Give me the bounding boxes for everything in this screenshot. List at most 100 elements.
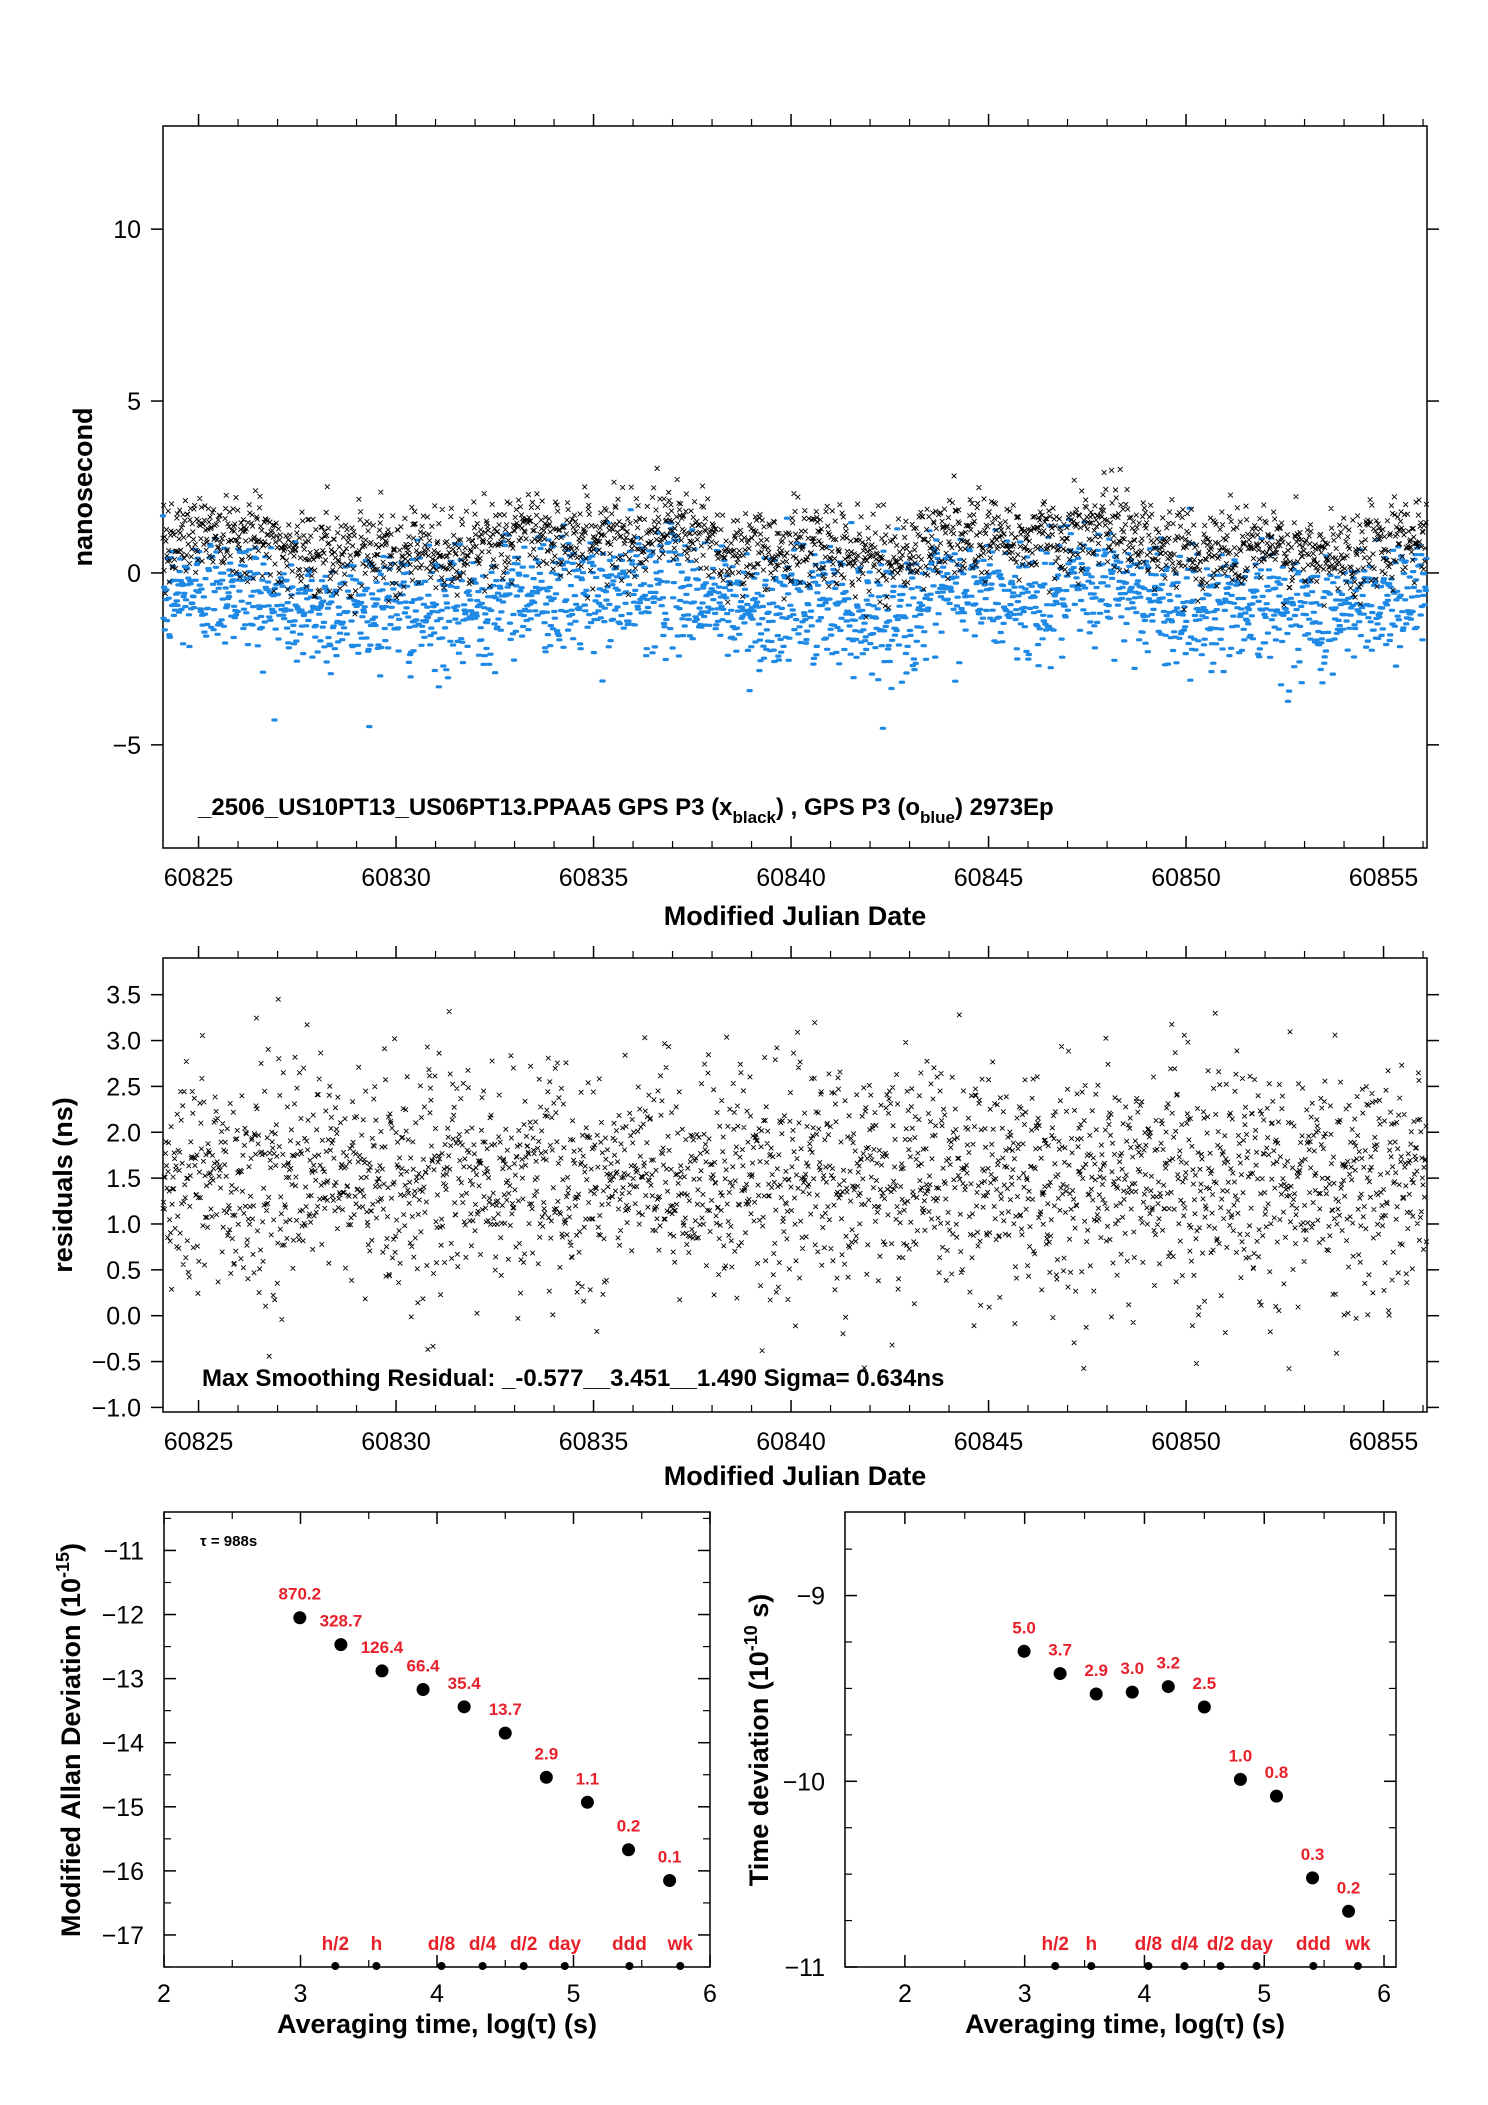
y-tick-label: −9 [796,1583,825,1611]
timeseries-points [159,465,1430,730]
point-label: 0.8 [1265,1763,1289,1782]
y-tick-label: −12 [102,1602,144,1630]
x-tick-label: 2 [157,1980,171,2008]
mdev-panel: 2 3 4 5 6 −17 −16 −15 −14 −13 −12 −11 870.2 328.7 126… [53,1511,717,2039]
x-tick-label: 60825 [164,1428,234,1456]
marker-dot [1353,1962,1362,1970]
timeseries-frame [162,125,1428,849]
deviation-point [1125,1685,1139,1699]
marker-dot [331,1962,340,1970]
deviation-point [1233,1772,1247,1786]
x-tick-label: 2 [898,1980,912,2008]
y-tick-label: 0 [127,560,141,588]
deviation-point [416,1683,430,1697]
point-label: 5.0 [1012,1618,1036,1637]
timeseries-annotation: _2506_US10PT13_US06PT13.PPAA5 GPS P3 (xb… [197,794,1054,827]
x-tick-label: 60850 [1151,1428,1221,1456]
x-tick-label: 6 [1377,1980,1391,2008]
mdev-ticks: 2 3 4 5 6 −17 −16 −15 −14 −13 −12 −11 [102,1512,717,2008]
y-tick-label: 0.0 [106,1303,141,1331]
y-tick-label: 0.5 [106,1257,141,1285]
x-tick-label: 60845 [954,1428,1024,1456]
marker-dot [1309,1962,1318,1970]
marker-label: ddd [612,1934,647,1955]
marker-dot [1087,1962,1096,1970]
deviation-point [334,1638,348,1652]
x-tick-label: 60830 [361,864,431,892]
x-tick-label: 60830 [361,1428,431,1456]
mdev-tau-label: τ = 988s [200,1533,257,1550]
marker-dot [676,1962,685,1970]
marker-label: ddd [1296,1934,1331,1955]
y-tick-label: −0.5 [92,1349,141,1377]
residual-points [160,996,1430,1372]
black-series-points [160,465,1430,620]
tdev-frame [844,1511,1397,1968]
y-tick-label: 1.5 [106,1165,141,1193]
y-tick-label: −14 [102,1730,145,1758]
mdev-frame [163,1511,711,1968]
point-label: 328.7 [320,1612,363,1631]
deviation-point [1053,1667,1067,1681]
residuals-panel: 60825 60830 60835 60840 60845 60850 60855 −1.0 −… [48,946,1439,1491]
residuals-ticks: 60825 60830 60835 60840 60845 60850 60855 −1.0 −… [92,946,1439,1456]
point-label: 2.5 [1193,1674,1217,1693]
deviation-point [293,1611,307,1625]
annot-prefix: _2506_US10PT13_US06PT13.PPAA5 GPS P3 (x [197,794,733,821]
x-tick-label: 4 [430,1980,444,2008]
y-tick-label: −11 [103,1537,144,1565]
y-tick-label: −13 [102,1666,144,1694]
marker-label: wk [667,1934,694,1955]
tdev-panel: 2 3 4 5 6 −11 −10 −9 5.0 3.7 2.9 3.0 3.2 2.5 1.0 0.8 0.… [741,1511,1397,2039]
tdev-ylabel: Time deviation (10-10 s) [741,1594,774,1887]
marker-label: d/8 [1135,1934,1162,1955]
blue-series-points [159,506,1430,730]
tdev-ylabel-main: Time deviation (10 [744,1651,774,1886]
marker-label: d/4 [1171,1934,1199,1955]
x-tick-label: 4 [1138,1980,1152,2008]
point-label: 13.7 [489,1700,522,1719]
x-tick-label: 60825 [164,864,234,892]
marker-dot [519,1962,528,1970]
timeseries-panel: 60825 60830 60835 60840 60845 60850 60855 −5 0 5 1… [68,114,1439,931]
timeseries-ticks: 60825 60830 60835 60840 60845 60850 60855 −5 0 5 1… [112,114,1439,892]
marker-label: d/2 [510,1934,537,1955]
y-tick-label: −10 [783,1768,825,1796]
mdev-ylabel-end: ) [56,1543,86,1552]
residuals-frame [162,957,1428,1413]
y-tick-label: −11 [784,1954,825,1982]
x-tick-label: 60845 [954,864,1024,892]
y-tick-label: −17 [102,1922,144,1950]
marker-dot [1144,1962,1153,1970]
point-label: 0.2 [1337,1878,1361,1897]
x-tick-label: 5 [1257,1980,1271,2008]
tdev-ticks: 2 3 4 5 6 −11 −10 −9 [783,1512,1396,2008]
point-label: 0.2 [617,1817,641,1836]
mdev-ylabel-main: Modified Allan Deviation (10 [56,1578,86,1937]
residuals-ylabel: residuals (ns) [48,1097,78,1273]
marker-label: d/2 [1207,1934,1234,1955]
tdev-ylabel-end: s) [744,1594,774,1626]
point-label: 0.1 [658,1847,682,1866]
point-label: 35.4 [448,1674,482,1693]
deviation-point [457,1700,471,1714]
point-label: 126.4 [361,1638,404,1657]
point-label: 0.3 [1301,1845,1325,1864]
marker-label: d/8 [428,1934,455,1955]
marker-dot [1216,1962,1225,1970]
mdev-xlabel: Averaging time, log(τ) (s) [277,2009,597,2039]
marker-label: d/4 [469,1934,497,1955]
deviation-point [1269,1789,1283,1803]
tdev-xlabel: Averaging time, log(τ) (s) [965,2009,1285,2039]
x-tick-label: 60840 [756,864,826,892]
y-tick-label: 3.0 [106,1028,141,1056]
annot-sub-black: black [733,808,777,827]
marker-label: h [371,1934,383,1955]
point-label: 2.9 [1084,1661,1108,1680]
marker-dot [1180,1962,1189,1970]
deviation-point [1306,1871,1320,1885]
x-tick-label: 60850 [1151,864,1221,892]
y-tick-label: 5 [127,388,141,416]
x-tick-label: 3 [294,1980,308,2008]
marker-label: wk [1344,1934,1371,1955]
